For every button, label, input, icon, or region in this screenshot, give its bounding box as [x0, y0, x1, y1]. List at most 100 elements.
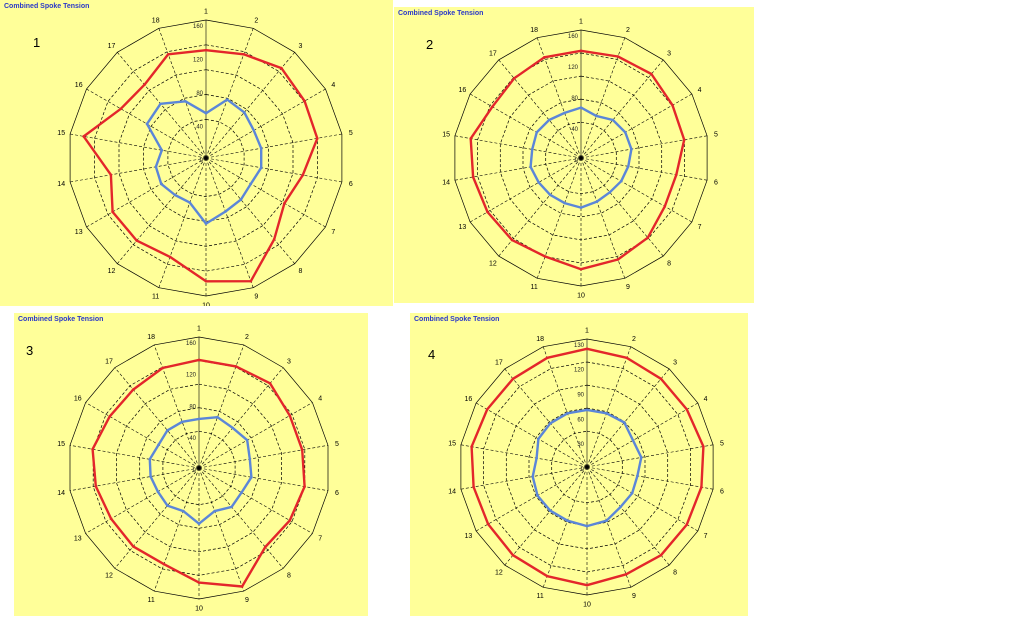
radar-spoke — [153, 344, 200, 469]
data-point — [216, 415, 219, 419]
data-point — [197, 417, 201, 421]
category-label: 12 — [105, 573, 113, 580]
data-point — [204, 111, 208, 115]
category-label: 10 — [577, 293, 585, 300]
data-point — [154, 165, 158, 169]
radar-gridline — [116, 383, 282, 553]
data-point — [280, 66, 283, 70]
series-line — [91, 358, 306, 588]
data-point — [188, 201, 192, 204]
radar-spoke — [586, 346, 632, 468]
data-point — [166, 504, 169, 507]
data-point — [303, 485, 306, 488]
data-point — [623, 421, 626, 424]
data-point — [579, 49, 583, 53]
data-point — [213, 509, 216, 513]
radar-spoke — [205, 133, 342, 159]
data-point — [659, 377, 663, 381]
category-label: 9 — [254, 294, 258, 301]
data-point — [663, 205, 667, 208]
data-point — [563, 201, 566, 205]
radar-spoke — [542, 346, 588, 468]
category-label: 6 — [335, 490, 339, 497]
chart-title: Combined Spoke Tension — [18, 316, 104, 323]
category-label: 14 — [448, 488, 456, 495]
radar-spoke — [158, 157, 207, 288]
category-label: 18 — [152, 17, 160, 24]
data-point — [197, 358, 201, 362]
data-point — [631, 439, 635, 442]
panel-number: 2 — [426, 37, 434, 52]
category-label: 18 — [536, 336, 544, 343]
data-point — [535, 131, 538, 134]
data-point — [619, 505, 622, 509]
category-label: 4 — [331, 82, 335, 89]
data-point — [510, 238, 514, 242]
category-label: 5 — [720, 441, 724, 448]
category-label: 6 — [720, 488, 724, 495]
radar-spoke — [475, 466, 588, 532]
radar-spoke — [205, 157, 295, 264]
data-point — [546, 356, 549, 360]
axis-tick-label: 160 — [193, 24, 204, 30]
radar-spoke — [198, 344, 245, 469]
radar-gridline — [528, 407, 646, 527]
category-label: 2 — [245, 334, 249, 341]
data-point — [204, 222, 208, 225]
category-label: 2 — [632, 336, 636, 343]
data-point — [301, 173, 305, 177]
radar-spoke — [114, 367, 200, 469]
radar-spoke — [504, 368, 588, 468]
axis-tick-label: 120 — [574, 368, 585, 374]
category-label: 13 — [465, 533, 473, 540]
data-point — [160, 148, 164, 152]
series-line — [148, 415, 253, 525]
radar-spoke — [198, 367, 284, 469]
data-point — [535, 456, 538, 460]
data-point — [702, 445, 705, 448]
chart-title: Combined Spoke Tension — [398, 10, 484, 17]
data-point — [230, 505, 233, 509]
radar-spoke — [504, 466, 588, 566]
axis-tick-label: 40 — [571, 127, 578, 133]
category-label: 5 — [335, 441, 339, 448]
category-label: 14 — [57, 490, 65, 497]
radar-spoke — [198, 402, 313, 469]
data-point — [511, 377, 515, 381]
radar-spoke — [586, 466, 699, 532]
center-point — [579, 156, 583, 160]
data-point — [671, 103, 674, 107]
radar-spoke — [85, 467, 200, 534]
data-point — [94, 484, 98, 488]
category-label: 8 — [287, 573, 291, 580]
radar-spoke — [542, 466, 588, 588]
axis-tick-label: 160 — [568, 34, 579, 40]
data-point — [184, 100, 187, 103]
category-label: 11 — [530, 284, 537, 291]
data-point — [585, 347, 589, 351]
data-point — [579, 106, 583, 109]
category-label: 4 — [318, 396, 322, 403]
radar-gridline — [460, 338, 714, 596]
category-label: 10 — [195, 606, 203, 613]
data-point — [157, 443, 160, 446]
data-point — [531, 475, 534, 478]
radar-spoke — [586, 466, 670, 566]
axis-tick-label: 80 — [196, 91, 203, 97]
data-point — [625, 356, 628, 360]
radar-spoke — [198, 467, 245, 592]
radar-spoke — [69, 445, 200, 469]
radar-spoke — [205, 88, 326, 159]
data-point — [231, 426, 234, 430]
data-point — [248, 457, 252, 461]
center-point — [197, 466, 201, 470]
chart-panel-3: Combined Spoke Tension 3 160 120 80 40 0 1 2 3 4… — [14, 313, 368, 616]
radar-spoke — [580, 157, 626, 279]
category-label: 7 — [704, 533, 708, 540]
data-point — [264, 545, 267, 549]
data-point — [605, 412, 608, 415]
data-point — [135, 239, 138, 242]
data-point — [548, 193, 552, 197]
